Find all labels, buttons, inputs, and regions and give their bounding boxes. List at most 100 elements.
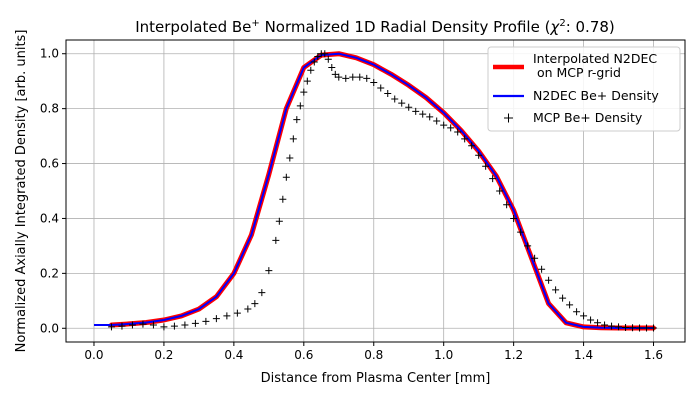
mcp-point [370,79,378,87]
x-axis-label: Distance from Plasma Center [mm] [261,371,491,386]
mcp-point [510,214,518,222]
x-tick-label: 1.4 [574,348,593,362]
mcp-point [363,74,371,82]
x-tick-label: 0.2 [154,348,173,362]
mcp-point [181,321,189,329]
mcp-point [335,73,343,81]
mcp-point [251,300,259,308]
mcp-point [324,55,332,63]
mcp-point [475,151,483,159]
series-line-n2dec [94,52,654,329]
mcp-point [489,175,497,183]
mcp-point [342,74,350,82]
mcp-point [650,324,658,332]
y-tick-label: 0.8 [40,102,59,116]
legend-box [487,46,681,132]
mcp-point [482,162,490,170]
mcp-point [594,319,602,327]
plot-series [94,50,658,332]
mcp-point [461,135,469,143]
y-axis-label: Normalized Axially Integrated Density [a… [14,30,29,353]
mcp-point [128,321,136,329]
mcp-point [545,276,553,284]
mcp-point [149,321,157,329]
mcp-point [202,317,210,325]
mcp-point [384,90,392,98]
mcp-point [118,322,126,330]
mcp-point [275,217,283,225]
mcp-point [440,121,448,129]
mcp-point [503,201,511,209]
mcp-point [643,324,651,332]
mcp-point [580,312,588,320]
mcp-point [629,324,637,332]
x-tick-label: 0.6 [294,348,313,362]
axis-ticks: 0.0 0.2 0.4 0.6 0.8 1.0 1.2 1.4 1.6 0.0 0.2 0.4 0.6 0… [40,47,663,362]
legend-label-interpolated: Interpolated N2DEC on MCP r-grid [533,51,657,80]
mcp-point [258,289,266,297]
mcp-point [321,50,329,58]
mcp-point [279,195,287,203]
x-tick-label: 1.0 [434,348,453,362]
mcp-point [552,286,560,294]
legend-marker-plus [504,113,513,123]
mcp-point [300,88,308,96]
mcp-point [286,154,294,162]
mcp-point [468,142,476,150]
y-tick-label: 0.4 [40,211,59,225]
mcp-point [517,228,525,236]
mcp-point [265,267,273,275]
mcp-point [233,309,241,317]
mcp-point [608,322,616,330]
mcp-point [107,323,115,331]
mcp-point [377,84,385,92]
mcp-point [296,102,304,110]
mcp-point [223,312,231,320]
mcp-point [303,77,311,85]
mcp-point [426,113,434,121]
mcp-point [405,103,413,111]
mcp-point [447,124,455,132]
x-tick-label: 1.6 [644,348,663,362]
mcp-point [170,322,178,330]
mcp-point [412,107,420,115]
mcp-point [139,320,147,328]
x-tick-label: 0.8 [364,348,383,362]
mcp-point [244,305,252,313]
mcp-point [310,58,318,66]
y-tick-label: 1.0 [40,47,59,61]
mcp-point [454,128,462,136]
chart-title: Interpolated Be+ Normalized 1D Radial De… [135,18,615,36]
mcp-point [601,321,609,329]
mcp-point [622,323,630,331]
y-tick-label: 0.2 [40,266,59,280]
x-tick-label: 0.4 [224,348,243,362]
x-tick-label: 1.2 [504,348,523,362]
mcp-point [328,63,336,71]
mcp-point [524,242,532,250]
mcp-point [615,323,623,331]
y-tick-label: 0.0 [40,321,59,335]
legend-label-n2dec: N2DEC Be+ Density [533,88,659,103]
mcp-point [531,254,539,262]
mcp-point [212,315,220,323]
mcp-point [282,173,290,181]
mcp-point [349,73,357,81]
mcp-point [272,236,280,244]
mcp-point [289,135,297,143]
mcp-point [566,301,574,309]
mcp-point [496,187,504,195]
legend-label-mcp: MCP Be+ Density [533,110,643,125]
mcp-point [391,95,399,103]
y-tick-label: 0.6 [40,157,59,171]
mcp-point [307,66,315,74]
axes-frame [65,39,686,343]
mcp-point [356,73,364,81]
mcp-point [293,116,301,124]
mcp-point [433,117,441,125]
mcp-point [160,323,168,331]
mcp-point [636,324,644,332]
x-tick-label: 0.0 [84,348,103,362]
mcp-point [573,308,581,316]
